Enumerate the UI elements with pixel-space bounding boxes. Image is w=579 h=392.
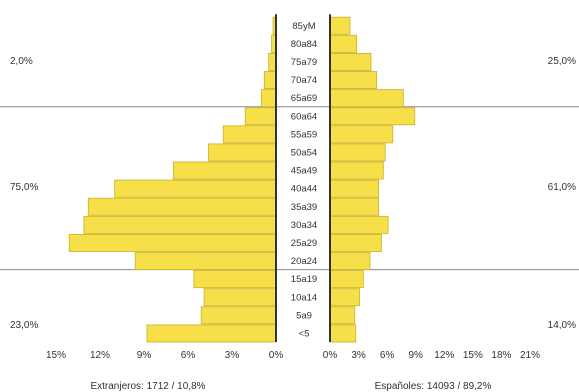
legend-extranjeros: Extranjeros: 1712 / 10,8%	[90, 381, 205, 392]
bar-espanoles-75a79	[329, 53, 372, 71]
bar-extranjeros-30a34	[83, 215, 277, 234]
bar-extranjeros-45a49	[172, 161, 277, 180]
group-label-right: 25,0%	[548, 56, 576, 67]
bar-espanoles-50a54	[329, 143, 386, 162]
age-label-25a29: 25a29	[291, 238, 317, 249]
age-label-45a49: 45a49	[291, 166, 317, 177]
right-tick-label: 12%	[434, 350, 454, 361]
bar-extranjeros-50a54	[208, 143, 277, 162]
group-label-right: 14,0%	[548, 320, 576, 331]
bar-espanoles-30a34	[329, 215, 389, 234]
age-label-70a74: 70a74	[291, 75, 317, 86]
left-tick-label: 3%	[225, 350, 240, 361]
bar-espanoles-65a69	[329, 89, 404, 108]
age-label-85ym: 85yM	[292, 21, 315, 32]
right-tick-label: 6%	[380, 350, 395, 361]
left-tick-label: 12%	[90, 350, 110, 361]
bar-extranjeros-20a24	[134, 252, 277, 271]
age-label-lt5: <5	[299, 328, 310, 339]
bar-espanoles-80a84	[329, 34, 358, 53]
bar-espanoles-5a9	[329, 306, 356, 325]
bar-espanoles-85ym	[329, 16, 351, 35]
left-tick-label: 15%	[46, 350, 66, 361]
bar-espanoles-45a49	[329, 161, 384, 180]
bar-extranjeros-70a74	[263, 71, 277, 90]
right-tick-label: 0%	[323, 350, 338, 361]
group-label-left: 2,0%	[10, 56, 33, 67]
age-label-10a14: 10a14	[291, 292, 317, 303]
bar-espanoles-55a59	[329, 125, 394, 144]
bar-extranjeros-25a29	[68, 233, 277, 252]
bar-extranjeros-35a39	[87, 197, 277, 216]
bar-extranjeros-lt5	[146, 324, 277, 343]
bar-extranjeros-15a19	[193, 270, 277, 289]
age-label-60a64: 60a64	[291, 111, 317, 122]
bar-extranjeros-65a69	[260, 89, 277, 108]
age-label-35a39: 35a39	[291, 202, 317, 213]
bar-extranjeros-55a59	[222, 125, 277, 144]
age-label-30a34: 30a34	[291, 220, 317, 231]
bar-espanoles-70a74	[329, 71, 378, 90]
bar-extranjeros-75a79	[268, 53, 277, 71]
age-label-15a19: 15a19	[291, 274, 317, 285]
age-label-80a84: 80a84	[291, 39, 317, 50]
legend-espanoles: Españoles: 14093 / 89,2%	[375, 381, 492, 392]
left-tick-label: 9%	[137, 350, 152, 361]
bar-extranjeros-10a14	[203, 288, 277, 307]
bar-espanoles-25a29	[329, 233, 382, 252]
group-label-left: 23,0%	[10, 320, 38, 331]
bar-espanoles-35a39	[329, 197, 379, 216]
left-tick-label: 0%	[269, 350, 284, 361]
age-label-65a69: 65a69	[291, 93, 317, 104]
group-label-right: 61,0%	[548, 182, 576, 193]
left-tick-label: 6%	[181, 350, 196, 361]
bar-extranjeros-40a44	[114, 179, 277, 198]
right-tick-label: 21%	[520, 350, 540, 361]
age-label-75a79: 75a79	[291, 57, 317, 68]
bar-extranjeros-5a9	[200, 306, 277, 325]
right-tick-label: 9%	[408, 350, 423, 361]
group-label-left: 75,0%	[10, 182, 38, 193]
bar-espanoles-40a44	[329, 179, 379, 198]
bar-espanoles-60a64	[329, 107, 416, 126]
right-tick-label: 15%	[463, 350, 483, 361]
age-label-50a54: 50a54	[291, 147, 317, 158]
bar-espanoles-10a14	[329, 288, 360, 307]
age-label-20a24: 20a24	[291, 256, 317, 267]
age-label-40a44: 40a44	[291, 184, 317, 195]
bar-espanoles-20a24	[329, 252, 371, 271]
age-label-5a9: 5a9	[296, 310, 312, 321]
age-label-55a59: 55a59	[291, 129, 317, 140]
right-tick-label: 3%	[351, 350, 366, 361]
bar-espanoles-lt5	[329, 324, 357, 343]
right-tick-label: 18%	[491, 350, 511, 361]
bar-extranjeros-60a64	[244, 107, 277, 126]
bar-espanoles-15a19	[329, 270, 364, 289]
